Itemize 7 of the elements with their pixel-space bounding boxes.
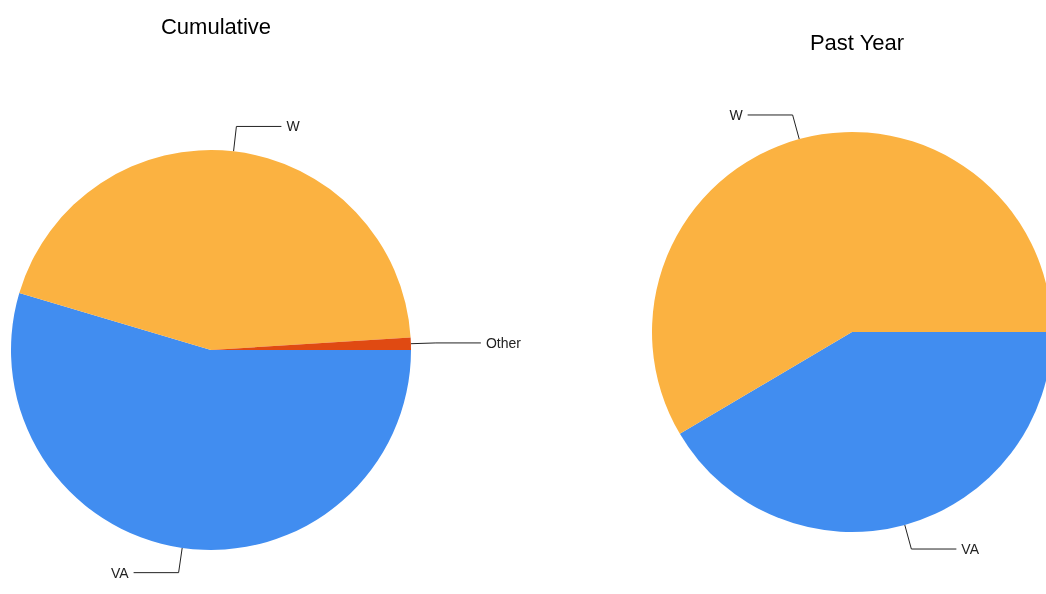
chart-title: Cumulative bbox=[160, 13, 272, 39]
slice-label: VA bbox=[961, 541, 980, 558]
slice-label: VA bbox=[110, 564, 130, 581]
slice-label: Other bbox=[485, 334, 522, 351]
chart-title: Past Year bbox=[809, 29, 905, 55]
slice-label: W bbox=[286, 118, 301, 135]
slice-label: W bbox=[729, 106, 744, 123]
